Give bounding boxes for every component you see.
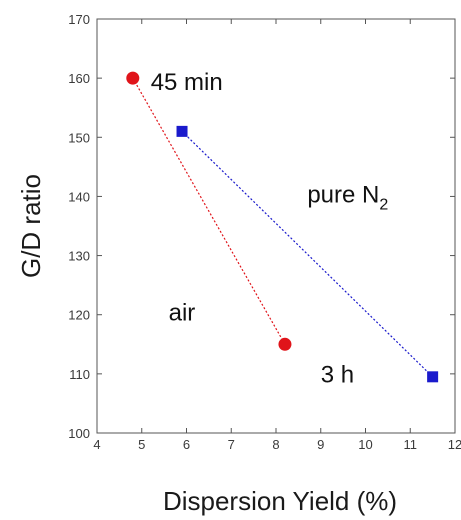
x-tick-label: 12 (448, 437, 461, 452)
series-line-0 (132, 77, 286, 345)
x-tick-label: 9 (317, 437, 324, 452)
y-axis-title: G/D ratio (16, 174, 46, 278)
y-tick-label: 140 (68, 189, 90, 204)
data-point-1 (427, 371, 439, 383)
series-lines (132, 77, 434, 378)
data-point-0 (126, 71, 140, 85)
y-tick-label: 160 (68, 71, 90, 86)
y-tick-label: 110 (69, 367, 90, 382)
y-tick-label: 100 (68, 426, 90, 441)
annotation-n2: pure N2 (307, 181, 388, 213)
y-tick-label: 120 (68, 308, 90, 323)
annotation-subscript: 2 (379, 196, 388, 213)
x-tick-label: 8 (272, 437, 279, 452)
annotations: 45 min air pure N2 3 h (151, 69, 389, 389)
y-tick-label: 130 (68, 249, 90, 264)
x-axis-title: Dispersion Yield (%) (163, 486, 397, 516)
data-point-0 (278, 337, 292, 351)
annotation-3h: 3 h (321, 362, 354, 389)
x-tick-label: 7 (228, 437, 235, 452)
x-tick-label: 5 (138, 437, 145, 452)
x-tick-label: 11 (404, 437, 418, 452)
axis-ticks: 4 5 6 7 8 9 10 11 12 100 110 120 130 140 150 160 170 (68, 12, 461, 452)
x-tick-label: 10 (358, 437, 372, 452)
annotation-air: air (169, 300, 196, 327)
y-tick-label: 150 (68, 130, 90, 145)
y-tick-label: 170 (68, 12, 90, 27)
series-line-1 (181, 130, 434, 378)
x-tick-label: 4 (93, 437, 100, 452)
data-point-1 (176, 125, 188, 137)
annotation-45min: 45 min (151, 69, 223, 96)
x-tick-label: 6 (183, 437, 190, 452)
series-points (126, 71, 439, 383)
